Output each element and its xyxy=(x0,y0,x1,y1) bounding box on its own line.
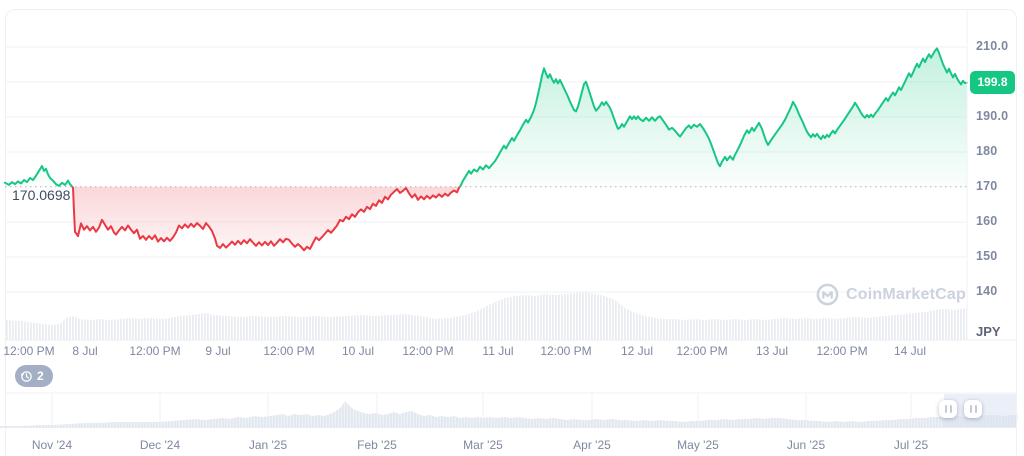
coinmarketcap-logo-icon xyxy=(816,283,839,306)
navigator-handle-right[interactable] xyxy=(964,400,982,418)
coinmarketcap-watermark: CoinMarketCap xyxy=(816,283,966,306)
baseline-price-label: 170.0698 xyxy=(12,187,71,203)
current-price-badge: 199.8 xyxy=(970,70,1015,94)
price-chart-card xyxy=(5,9,1017,455)
history-badge[interactable]: 2 xyxy=(15,365,53,387)
navigator-handle-left[interactable] xyxy=(939,400,957,418)
watermark-text: CoinMarketCap xyxy=(846,285,966,303)
history-count: 2 xyxy=(37,369,44,383)
axis-unit-label: JPY xyxy=(976,324,1001,339)
clock-history-icon xyxy=(20,370,33,383)
